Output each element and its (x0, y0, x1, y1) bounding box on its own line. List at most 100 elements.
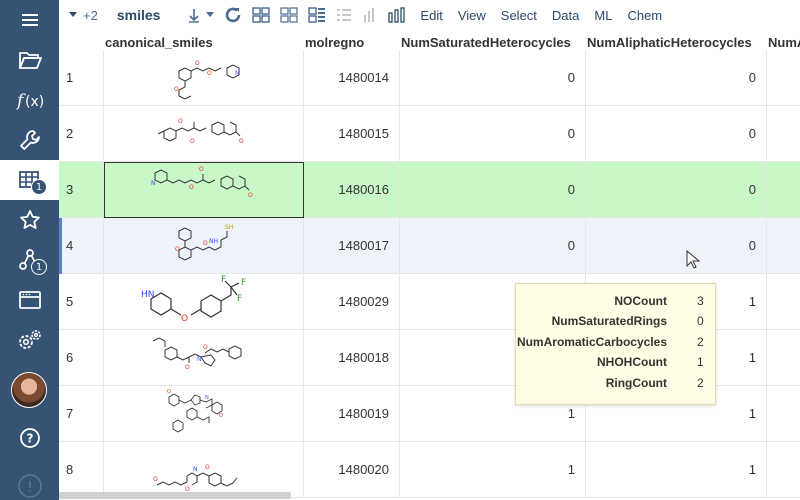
menu-data[interactable]: Data (551, 7, 580, 23)
sort-button[interactable] (187, 0, 215, 30)
num-aliphatic-heterocycles-value[interactable]: 1 (586, 274, 767, 330)
menu-icon[interactable] (0, 0, 59, 40)
num-saturated-heterocycles-value[interactable]: 1 (400, 386, 586, 442)
num-a-value[interactable] (767, 106, 800, 162)
num-aliphatic-heterocycles-value[interactable]: 1 (586, 330, 767, 386)
svg-text:(x): (x) (25, 94, 44, 110)
num-saturated-heterocycles-value[interactable]: 1 (400, 442, 586, 498)
row-index[interactable]: 3 (59, 162, 104, 218)
molecule-structure[interactable]: HN O F F F (104, 274, 304, 330)
share-icon[interactable]: 1 (0, 240, 59, 280)
table-row-hovered[interactable]: 4 O O NH SH 1480017 0 0 (59, 218, 800, 274)
avatar[interactable] (11, 372, 47, 408)
row-index[interactable]: 7 (59, 386, 104, 442)
num-aliphatic-heterocycles-value[interactable]: 1 (586, 386, 767, 442)
molecule-structure[interactable]: O N O (104, 386, 304, 442)
star-icon[interactable] (0, 200, 59, 240)
row-index[interactable]: 8 (59, 442, 104, 498)
tooltip-row: NHOHCount 1 (516, 355, 715, 375)
molregno-value[interactable]: 1480019 (304, 386, 400, 442)
molregno-value[interactable]: 1480016 (304, 162, 400, 218)
num-aliphatic-heterocycles-value[interactable]: 0 (586, 50, 767, 106)
menu-view[interactable]: View (457, 7, 486, 23)
function-icon[interactable]: f (x) (0, 80, 59, 120)
molregno-value[interactable]: 1480015 (304, 106, 400, 162)
num-aliphatic-heterocycles-value[interactable]: 1 (586, 442, 767, 498)
num-saturated-heterocycles-value[interactable]: 0 (400, 218, 586, 274)
column-header-num-a[interactable]: NumA (768, 35, 800, 50)
folder-open-icon[interactable] (0, 40, 59, 80)
num-aliphatic-heterocycles-value[interactable]: 0 (586, 162, 767, 218)
num-a-value[interactable] (767, 386, 800, 442)
molregno-value[interactable]: 1480014 (304, 50, 400, 106)
table-title[interactable]: smiles (116, 7, 161, 23)
num-a-value[interactable] (767, 442, 800, 498)
alert-icon[interactable] (0, 466, 59, 500)
column-header-canonical-smiles[interactable]: canonical_smiles (105, 35, 213, 50)
menu-chem[interactable]: Chem (627, 7, 663, 23)
expand-toggle[interactable]: +2 (69, 0, 98, 30)
molregno-value[interactable]: 1480020 (304, 442, 400, 498)
row-index[interactable]: 6 (59, 330, 104, 386)
chart-button[interactable] (362, 0, 378, 30)
num-saturated-heterocycles-value[interactable]: 0 (400, 50, 586, 106)
num-saturated-heterocycles-value[interactable]: 0 (400, 106, 586, 162)
num-a-value[interactable] (767, 330, 800, 386)
molecule-icon: O O O (157, 118, 244, 145)
svg-text:O: O (167, 389, 171, 395)
num-a-value[interactable] (767, 218, 800, 274)
table-row[interactable]: 7 O N O 1480019 1 1 (59, 386, 800, 442)
molregno-value[interactable]: 1480017 (304, 218, 400, 274)
menu-ml[interactable]: ML (594, 7, 613, 23)
table-icon[interactable]: 1 (0, 160, 59, 200)
column-header-molregno[interactable]: molregno (305, 35, 365, 50)
tooltip-value: 2 (697, 334, 704, 349)
menu-edit[interactable]: Edit (420, 7, 443, 23)
columns-button[interactable] (388, 0, 406, 30)
table-row-current[interactable]: 3 N O O O 1480016 0 0 (59, 162, 800, 218)
layout-button-3[interactable] (308, 0, 326, 30)
molecule-structure[interactable]: O O O (104, 106, 304, 162)
num-saturated-heterocycles-value[interactable]: 0 (400, 162, 586, 218)
num-aliphatic-heterocycles-value[interactable]: 0 (586, 218, 767, 274)
molregno-value[interactable]: 1480018 (304, 330, 400, 386)
refresh-button[interactable] (224, 0, 242, 30)
toolbar: +2 smiles Edit View Select Data ML Chem (59, 0, 800, 30)
molregno-value[interactable]: 1480029 (304, 274, 400, 330)
list-icon (337, 9, 352, 21)
horizontal-scrollbar[interactable] (59, 492, 291, 499)
layout-button-1[interactable] (252, 0, 271, 30)
table-row[interactable]: 2 O O O 1480015 0 0 (59, 106, 800, 162)
svg-text:N: N (197, 356, 202, 363)
num-a-value[interactable] (767, 274, 800, 330)
data-grid[interactable]: canonical_smiles molregno NumSaturatedHe… (59, 30, 800, 500)
sort-down-icon (189, 9, 200, 23)
column-header-num-saturated-heterocycles[interactable]: NumSaturatedHeterocycles (401, 35, 571, 50)
row-index[interactable]: 4 (59, 218, 104, 274)
row-index[interactable]: 5 (59, 274, 104, 330)
list-button[interactable] (336, 0, 352, 30)
row-index[interactable]: 1 (59, 50, 104, 106)
help-icon[interactable]: ? (0, 418, 59, 458)
settings-icon[interactable] (0, 320, 59, 360)
svg-text:O: O (189, 184, 194, 191)
window-icon[interactable] (0, 280, 59, 320)
layout-button-2[interactable] (280, 0, 299, 30)
row-index[interactable]: 2 (59, 106, 104, 162)
molecule-structure[interactable]: O O NH SH (104, 218, 304, 274)
column-header-num-aliphatic-heterocycles[interactable]: NumAliphaticHeterocycles (587, 35, 752, 50)
wrench-icon[interactable] (0, 120, 59, 160)
table-row[interactable]: 5 HN O F F F 1480029 1 (59, 274, 800, 330)
num-aliphatic-heterocycles-value[interactable]: 0 (586, 106, 767, 162)
svg-text:O: O (174, 86, 179, 93)
menu-select[interactable]: Select (500, 7, 537, 23)
num-a-value[interactable] (767, 162, 800, 218)
num-a-value[interactable] (767, 50, 800, 106)
